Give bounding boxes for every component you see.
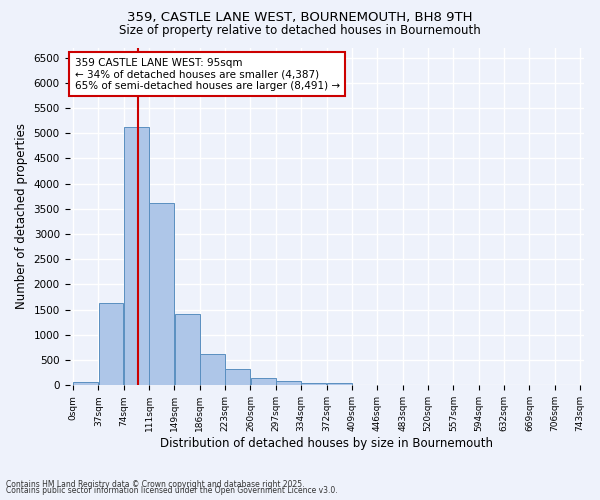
Bar — [276, 381, 301, 386]
Bar — [327, 384, 352, 386]
Text: 359, CASTLE LANE WEST, BOURNEMOUTH, BH8 9TH: 359, CASTLE LANE WEST, BOURNEMOUTH, BH8 … — [127, 12, 473, 24]
Bar — [301, 382, 326, 386]
Text: Size of property relative to detached houses in Bournemouth: Size of property relative to detached ho… — [119, 24, 481, 37]
Bar — [226, 369, 250, 386]
Bar — [73, 382, 98, 386]
Text: 359 CASTLE LANE WEST: 95sqm
← 34% of detached houses are smaller (4,387)
65% of : 359 CASTLE LANE WEST: 95sqm ← 34% of det… — [74, 58, 340, 91]
Bar — [251, 378, 275, 386]
Y-axis label: Number of detached properties: Number of detached properties — [15, 124, 28, 310]
X-axis label: Distribution of detached houses by size in Bournemouth: Distribution of detached houses by size … — [160, 437, 493, 450]
Bar — [98, 302, 124, 386]
Text: Contains public sector information licensed under the Open Government Licence v3: Contains public sector information licen… — [6, 486, 338, 495]
Bar — [124, 127, 149, 386]
Bar — [200, 354, 225, 386]
Bar — [175, 314, 200, 386]
Bar — [149, 203, 174, 386]
Text: Contains HM Land Registry data © Crown copyright and database right 2025.: Contains HM Land Registry data © Crown c… — [6, 480, 305, 489]
